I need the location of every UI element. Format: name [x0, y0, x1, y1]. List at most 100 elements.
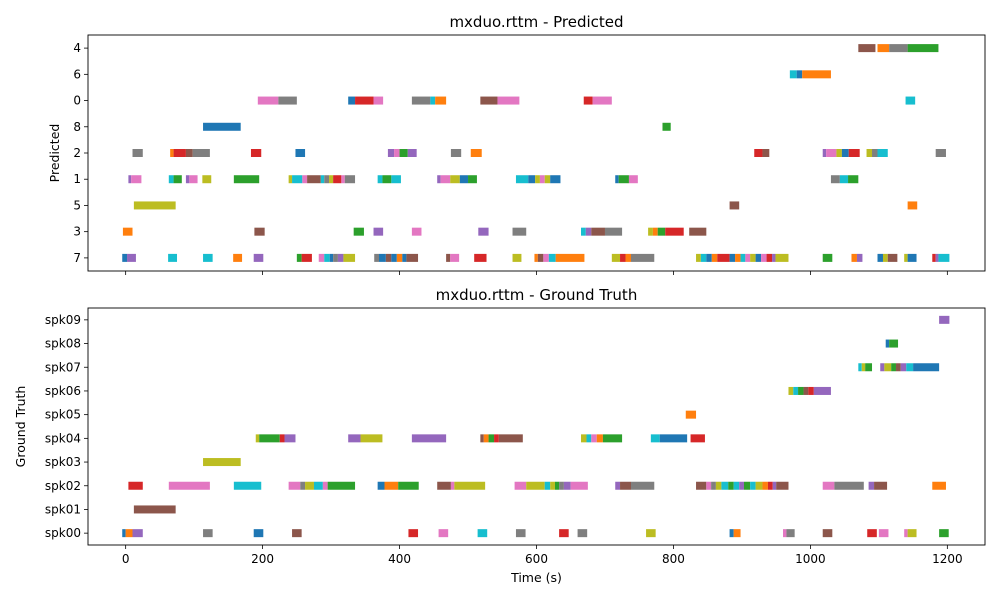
segment-bar	[254, 227, 265, 236]
segment-bar	[288, 481, 301, 490]
segment-bar	[480, 434, 484, 443]
segment-bar	[581, 434, 587, 443]
segment-bar	[877, 44, 890, 53]
segment-bar	[851, 253, 857, 262]
segment-bar	[437, 481, 451, 490]
segment-bar	[895, 363, 901, 372]
segment-bar	[706, 481, 712, 490]
segment-bar	[384, 481, 399, 490]
segment-bar	[932, 253, 936, 262]
segment-bar	[133, 505, 176, 514]
segment-bar	[740, 253, 746, 262]
segment-bar	[904, 529, 908, 538]
segment-bar	[762, 481, 768, 490]
segment-bar	[717, 253, 730, 262]
segment-bar	[733, 481, 740, 490]
segment-bar	[327, 481, 356, 490]
segment-bar	[648, 227, 653, 236]
segment-bar	[259, 434, 280, 443]
segment-bar	[185, 149, 193, 157]
segment-bar	[128, 175, 132, 184]
segment-bar	[374, 253, 380, 262]
segment-bar	[459, 175, 469, 184]
segment-bar	[665, 227, 684, 236]
segment-bar	[772, 253, 776, 262]
segment-bar	[887, 253, 898, 262]
segment-bar	[550, 175, 561, 184]
segment-bar	[497, 96, 520, 105]
segment-bar	[125, 529, 133, 538]
chart-panel-0: mxduo.rttm - Predicted 4 6 0 8 2 1 5 3 7 Predicted	[47, 13, 986, 275]
y-axis-label: Predicted	[47, 124, 62, 183]
segment-bar	[802, 70, 831, 79]
segment-bar	[132, 149, 143, 157]
segment-bar	[128, 481, 143, 490]
segment-bar	[583, 96, 593, 105]
segment-bar	[478, 227, 489, 236]
segment-bar	[696, 481, 707, 490]
segment-bar	[803, 386, 809, 395]
segment-bar	[450, 481, 455, 490]
segment-bar	[877, 149, 888, 157]
segment-bar	[733, 529, 741, 538]
segment-bar	[900, 363, 907, 372]
segment-bar	[411, 227, 422, 236]
segment-bar	[554, 481, 560, 490]
segment-bar	[822, 149, 827, 157]
y-tick-label: spk08	[45, 337, 81, 351]
segment-bar	[750, 253, 756, 262]
x-tick-label: 400	[388, 552, 411, 566]
segment-bar	[858, 44, 876, 53]
y-tick-label: 8	[73, 120, 81, 134]
segment-bar	[630, 253, 655, 262]
segment-bar	[596, 434, 603, 443]
segment-bar	[278, 96, 297, 105]
segment-bar	[344, 175, 356, 184]
segment-bar	[620, 481, 631, 490]
segment-bar	[872, 149, 878, 157]
segment-bar	[168, 175, 174, 184]
segment-bar	[856, 253, 863, 262]
segment-bar	[438, 529, 449, 538]
segment-bar	[189, 175, 198, 184]
segment-bar	[604, 227, 623, 236]
segment-bar	[348, 96, 356, 105]
segment-bar	[618, 175, 629, 184]
x-tick-label: 800	[662, 552, 685, 566]
segment-bar	[468, 175, 477, 184]
segment-bar	[360, 434, 383, 443]
segment-bar	[878, 529, 889, 538]
segment-bar	[377, 481, 385, 490]
segment-bar	[798, 386, 804, 395]
segment-bar	[939, 529, 949, 538]
segment-bar	[373, 227, 384, 236]
segment-bar	[454, 481, 486, 490]
segment-bar	[391, 253, 397, 262]
segment-bar	[657, 227, 666, 236]
segment-bar	[391, 175, 401, 184]
y-tick-label: 0	[73, 94, 81, 108]
x-tick-label: 200	[251, 552, 274, 566]
x-axis-label: Time (s)	[510, 570, 562, 585]
segment-bar	[646, 529, 656, 538]
segment-bar	[735, 253, 741, 262]
segment-bar	[813, 386, 831, 395]
segment-bar	[935, 149, 946, 157]
segment-bar	[292, 175, 303, 184]
y-tick-label: spk00	[45, 526, 81, 540]
segment-bar	[690, 434, 705, 443]
y-tick-label: 4	[73, 41, 81, 55]
segment-bar	[437, 175, 441, 184]
x-tick-label: 0	[122, 552, 130, 566]
segment-bar	[796, 70, 803, 79]
segment-bar	[394, 149, 400, 157]
segment-bar	[398, 481, 419, 490]
segment-bar	[440, 175, 451, 184]
segment-bar	[729, 201, 740, 210]
segment-bar	[700, 253, 707, 262]
segment-bar	[333, 253, 338, 262]
x-tick-label: 1200	[932, 552, 963, 566]
segment-bar	[324, 253, 330, 262]
segment-bar	[889, 339, 899, 348]
